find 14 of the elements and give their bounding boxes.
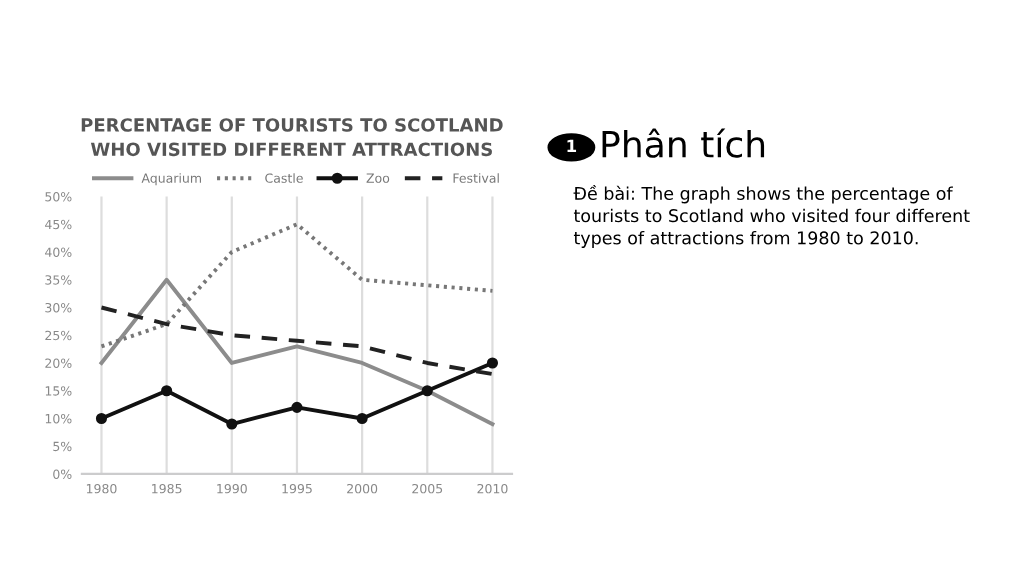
point <box>486 357 499 369</box>
point <box>421 385 433 397</box>
point <box>291 401 303 413</box>
point <box>161 385 173 397</box>
text: 1 <box>567 139 577 152</box>
line-series <box>99 222 495 349</box>
line-series <box>99 305 495 377</box>
text: Phân tích <box>602 128 765 158</box>
line-series <box>99 277 495 426</box>
point <box>95 412 108 425</box>
text: Đề bài: The graph shows the percentage of tourists to Scotland who visited four different types of attractions from 1980 to 2010. <box>573 184 970 248</box>
point <box>226 418 238 430</box>
chart-title: PERCENTAGE OF TOURISTS TO SCOTLAND WHO VISITED DIFFERENT ATTRACTIONS <box>81 118 503 157</box>
point <box>356 412 368 425</box>
